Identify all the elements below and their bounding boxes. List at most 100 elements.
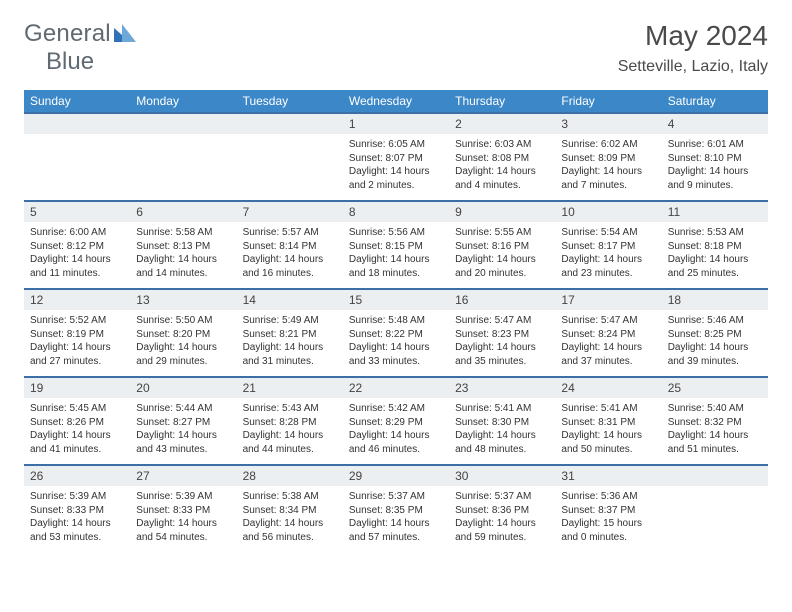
day-number: 24 [555, 377, 661, 398]
day-detail-line: Sunrise: 5:42 AM [349, 402, 443, 416]
day-detail-line: and 33 minutes. [349, 355, 443, 369]
calendar-day-cell: 31Sunrise: 5:36 AMSunset: 8:37 PMDayligh… [555, 465, 661, 553]
day-detail-line: and 0 minutes. [561, 531, 655, 545]
day-detail-line: Daylight: 14 hours [136, 341, 230, 355]
calendar-day-cell: 6Sunrise: 5:58 AMSunset: 8:13 PMDaylight… [130, 201, 236, 289]
day-detail-line: Sunrise: 6:02 AM [561, 138, 655, 152]
day-number: 9 [449, 201, 555, 222]
day-detail-line: Sunrise: 5:47 AM [455, 314, 549, 328]
day-detail-line: Sunset: 8:26 PM [30, 416, 124, 430]
calendar-week-row: 1Sunrise: 6:05 AMSunset: 8:07 PMDaylight… [24, 113, 768, 201]
day-detail-line: and 29 minutes. [136, 355, 230, 369]
day-detail-line: and 46 minutes. [349, 443, 443, 457]
calendar-body: 1Sunrise: 6:05 AMSunset: 8:07 PMDaylight… [24, 113, 768, 553]
day-details: Sunrise: 5:37 AMSunset: 8:35 PMDaylight:… [343, 486, 449, 552]
day-number [237, 113, 343, 134]
day-details: Sunrise: 5:39 AMSunset: 8:33 PMDaylight:… [24, 486, 130, 552]
day-detail-line: and 59 minutes. [455, 531, 549, 545]
day-detail-line: Daylight: 14 hours [668, 341, 762, 355]
calendar-day-cell: 18Sunrise: 5:46 AMSunset: 8:25 PMDayligh… [662, 289, 768, 377]
day-details: Sunrise: 5:38 AMSunset: 8:34 PMDaylight:… [237, 486, 343, 552]
day-detail-line: and 54 minutes. [136, 531, 230, 545]
day-number: 16 [449, 289, 555, 310]
day-header: Sunday [24, 90, 130, 113]
calendar-week-row: 12Sunrise: 5:52 AMSunset: 8:19 PMDayligh… [24, 289, 768, 377]
day-detail-line: Daylight: 14 hours [455, 341, 549, 355]
day-detail-line: Daylight: 14 hours [30, 517, 124, 531]
day-detail-line: Sunset: 8:24 PM [561, 328, 655, 342]
day-detail-line: Sunrise: 5:46 AM [668, 314, 762, 328]
day-details: Sunrise: 5:40 AMSunset: 8:32 PMDaylight:… [662, 398, 768, 464]
day-detail-line: Sunrise: 5:43 AM [243, 402, 337, 416]
day-detail-line: Sunset: 8:07 PM [349, 152, 443, 166]
day-detail-line: and 4 minutes. [455, 179, 549, 193]
brand-logo: General [24, 20, 138, 48]
day-detail-line: and 51 minutes. [668, 443, 762, 457]
day-detail-line: Daylight: 14 hours [30, 341, 124, 355]
day-header-row: SundayMondayTuesdayWednesdayThursdayFrid… [24, 90, 768, 113]
day-detail-line: Daylight: 14 hours [136, 253, 230, 267]
day-header: Friday [555, 90, 661, 113]
calendar-day-cell: 29Sunrise: 5:37 AMSunset: 8:35 PMDayligh… [343, 465, 449, 553]
calendar-day-cell [237, 113, 343, 201]
day-detail-line: Sunset: 8:37 PM [561, 504, 655, 518]
day-detail-line: Sunrise: 5:45 AM [30, 402, 124, 416]
day-detail-line: Sunrise: 5:41 AM [561, 402, 655, 416]
day-details: Sunrise: 5:41 AMSunset: 8:30 PMDaylight:… [449, 398, 555, 464]
day-detail-line: Daylight: 14 hours [455, 253, 549, 267]
location-subtitle: Setteville, Lazio, Italy [618, 58, 768, 76]
day-detail-line: Daylight: 14 hours [243, 341, 337, 355]
day-number: 14 [237, 289, 343, 310]
day-number: 7 [237, 201, 343, 222]
day-details [24, 134, 130, 192]
calendar-week-row: 5Sunrise: 6:00 AMSunset: 8:12 PMDaylight… [24, 201, 768, 289]
day-detail-line: Sunset: 8:15 PM [349, 240, 443, 254]
calendar-day-cell: 13Sunrise: 5:50 AMSunset: 8:20 PMDayligh… [130, 289, 236, 377]
day-detail-line: Sunset: 8:31 PM [561, 416, 655, 430]
day-detail-line: Daylight: 14 hours [561, 341, 655, 355]
day-detail-line: Sunrise: 5:38 AM [243, 490, 337, 504]
day-header: Tuesday [237, 90, 343, 113]
day-detail-line: Sunset: 8:14 PM [243, 240, 337, 254]
day-details: Sunrise: 5:50 AMSunset: 8:20 PMDaylight:… [130, 310, 236, 376]
day-detail-line: and 37 minutes. [561, 355, 655, 369]
day-detail-line: Daylight: 14 hours [349, 341, 443, 355]
day-detail-line: and 27 minutes. [30, 355, 124, 369]
day-number: 30 [449, 465, 555, 486]
day-number: 20 [130, 377, 236, 398]
day-detail-line: Sunrise: 5:44 AM [136, 402, 230, 416]
day-detail-line: Daylight: 14 hours [349, 253, 443, 267]
day-details: Sunrise: 5:36 AMSunset: 8:37 PMDaylight:… [555, 486, 661, 552]
day-detail-line: Sunset: 8:34 PM [243, 504, 337, 518]
brand-mark-icon [114, 24, 136, 47]
calendar-week-row: 26Sunrise: 5:39 AMSunset: 8:33 PMDayligh… [24, 465, 768, 553]
calendar-day-cell: 22Sunrise: 5:42 AMSunset: 8:29 PMDayligh… [343, 377, 449, 465]
calendar-week-row: 19Sunrise: 5:45 AMSunset: 8:26 PMDayligh… [24, 377, 768, 465]
day-detail-line: Sunrise: 6:00 AM [30, 226, 124, 240]
day-number: 23 [449, 377, 555, 398]
day-detail-line: Sunset: 8:12 PM [30, 240, 124, 254]
day-number: 11 [662, 201, 768, 222]
day-detail-line: Sunrise: 5:50 AM [136, 314, 230, 328]
day-detail-line: and 20 minutes. [455, 267, 549, 281]
day-details: Sunrise: 5:58 AMSunset: 8:13 PMDaylight:… [130, 222, 236, 288]
day-header: Saturday [662, 90, 768, 113]
day-header: Wednesday [343, 90, 449, 113]
day-number: 6 [130, 201, 236, 222]
day-detail-line: and 39 minutes. [668, 355, 762, 369]
day-detail-line: and 16 minutes. [243, 267, 337, 281]
calendar-day-cell: 27Sunrise: 5:39 AMSunset: 8:33 PMDayligh… [130, 465, 236, 553]
calendar-day-cell: 10Sunrise: 5:54 AMSunset: 8:17 PMDayligh… [555, 201, 661, 289]
day-detail-line: Sunrise: 5:55 AM [455, 226, 549, 240]
calendar-day-cell: 12Sunrise: 5:52 AMSunset: 8:19 PMDayligh… [24, 289, 130, 377]
day-detail-line: Sunset: 8:27 PM [136, 416, 230, 430]
day-detail-line: and 50 minutes. [561, 443, 655, 457]
day-detail-line: Sunset: 8:20 PM [136, 328, 230, 342]
day-detail-line: Daylight: 14 hours [136, 517, 230, 531]
day-detail-line: Sunset: 8:36 PM [455, 504, 549, 518]
day-detail-line: Daylight: 14 hours [30, 429, 124, 443]
day-detail-line: Sunset: 8:10 PM [668, 152, 762, 166]
day-details: Sunrise: 6:03 AMSunset: 8:08 PMDaylight:… [449, 134, 555, 200]
calendar-day-cell: 15Sunrise: 5:48 AMSunset: 8:22 PMDayligh… [343, 289, 449, 377]
day-details: Sunrise: 5:37 AMSunset: 8:36 PMDaylight:… [449, 486, 555, 552]
